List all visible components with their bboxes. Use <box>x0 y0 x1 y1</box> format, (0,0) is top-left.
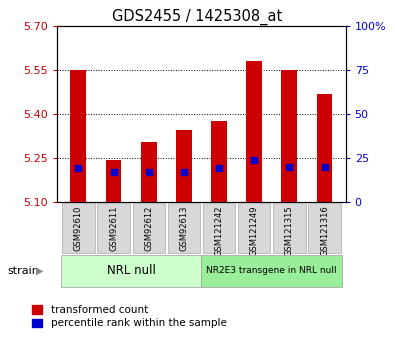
Text: GSM121316: GSM121316 <box>320 206 329 256</box>
FancyBboxPatch shape <box>97 203 130 253</box>
Text: GSM92610: GSM92610 <box>74 206 83 251</box>
Point <box>145 169 152 175</box>
Text: GSM92613: GSM92613 <box>179 206 188 251</box>
Point <box>286 164 293 169</box>
Bar <box>105 160 121 202</box>
Bar <box>70 70 86 202</box>
Text: GSM121242: GSM121242 <box>214 206 224 256</box>
Text: GSM92612: GSM92612 <box>144 206 153 251</box>
Point <box>216 166 222 171</box>
Bar <box>176 130 192 202</box>
Point <box>181 169 187 175</box>
FancyBboxPatch shape <box>61 255 201 287</box>
FancyBboxPatch shape <box>238 203 270 253</box>
FancyBboxPatch shape <box>168 203 200 253</box>
Bar <box>211 121 227 202</box>
Bar <box>141 142 156 202</box>
FancyBboxPatch shape <box>273 203 306 253</box>
FancyBboxPatch shape <box>203 203 235 253</box>
FancyBboxPatch shape <box>201 255 342 287</box>
Bar <box>317 94 333 202</box>
Point <box>110 169 117 175</box>
Text: GSM121315: GSM121315 <box>285 206 294 256</box>
FancyBboxPatch shape <box>62 203 94 253</box>
Text: NR2E3 transgene in NRL null: NR2E3 transgene in NRL null <box>207 266 337 275</box>
FancyBboxPatch shape <box>133 203 165 253</box>
Text: GSM92611: GSM92611 <box>109 206 118 251</box>
Bar <box>246 61 262 202</box>
Text: ▶: ▶ <box>36 266 43 276</box>
Text: strain: strain <box>8 266 40 276</box>
Text: NRL null: NRL null <box>107 264 156 277</box>
Point <box>251 157 258 162</box>
Text: GDS2455 / 1425308_at: GDS2455 / 1425308_at <box>112 9 283 25</box>
Text: GSM121249: GSM121249 <box>250 206 259 256</box>
Point <box>322 164 328 169</box>
Legend: transformed count, percentile rank within the sample: transformed count, percentile rank withi… <box>32 305 227 328</box>
Bar <box>282 70 297 202</box>
FancyBboxPatch shape <box>308 203 341 253</box>
Point <box>75 166 81 171</box>
